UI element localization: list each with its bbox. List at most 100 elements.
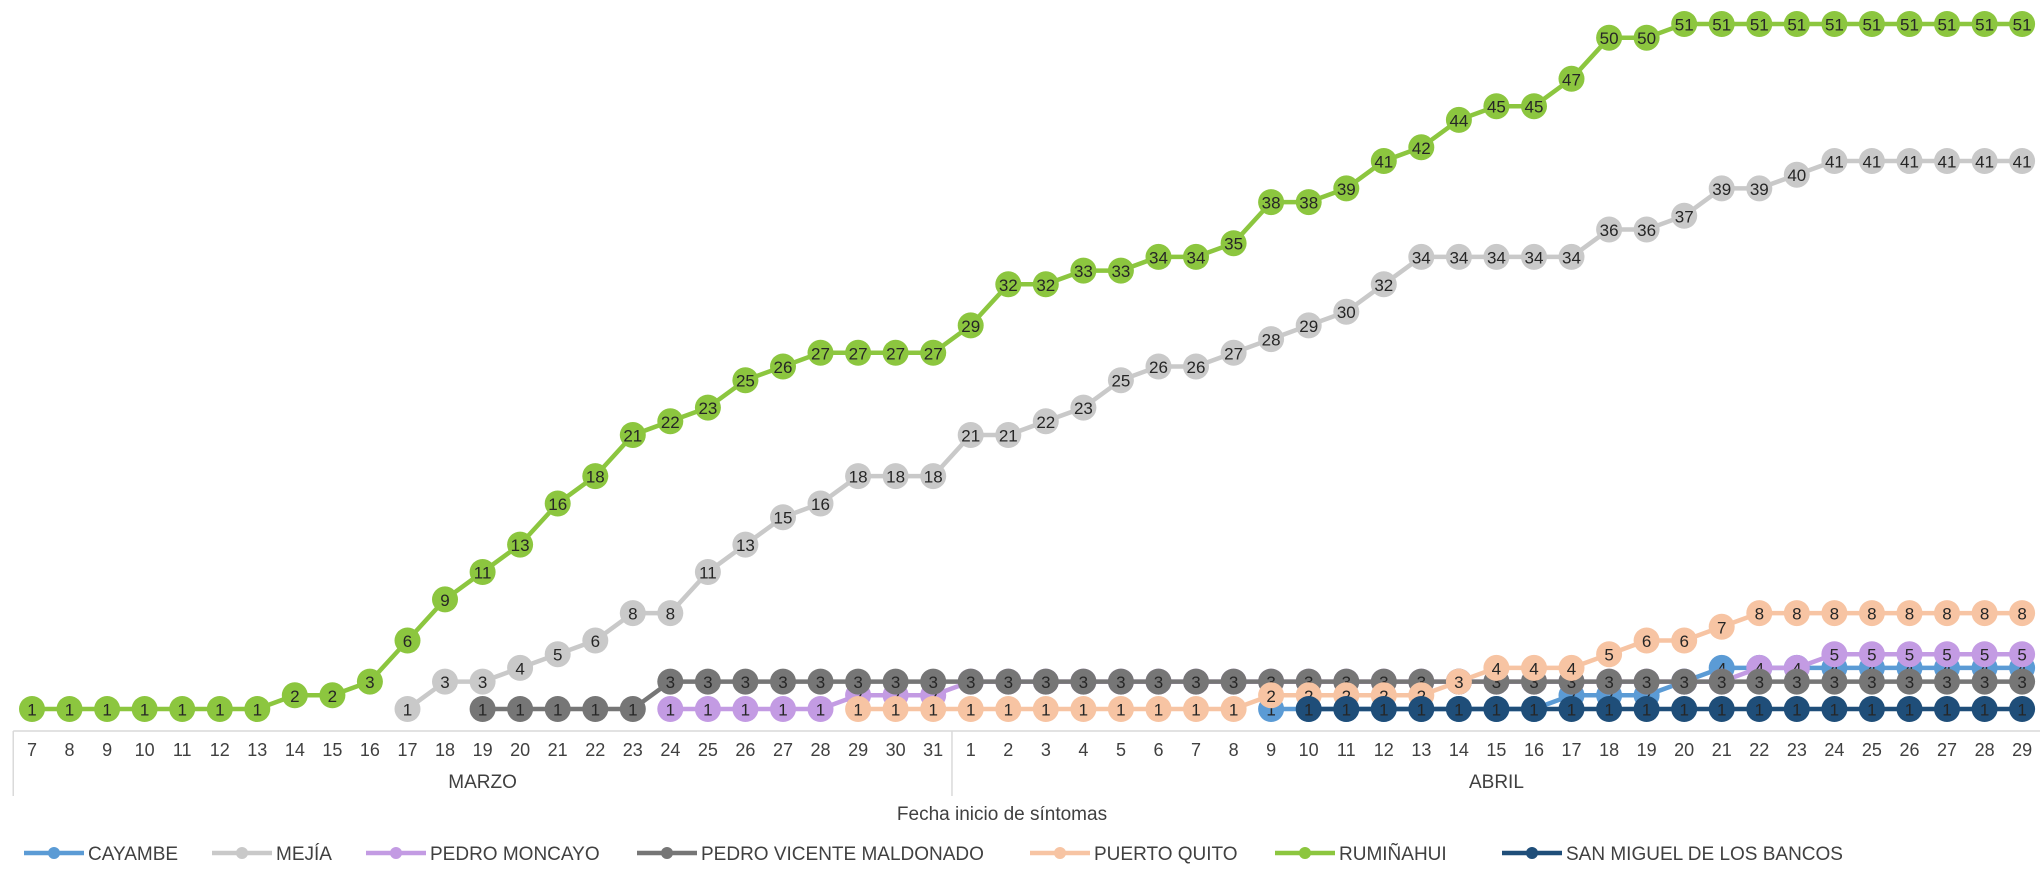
legend: CAYAMBE MEJÍA PEDRO MONCAYO PEDRO VICENTE M… bbox=[24, 843, 1843, 865]
data-label: 27 bbox=[924, 344, 943, 363]
data-point bbox=[1633, 216, 1660, 243]
x-tick-label: 13 bbox=[247, 740, 267, 760]
data-label: 41 bbox=[2013, 153, 2032, 172]
data-label: 3 bbox=[966, 673, 975, 692]
data-label: 1 bbox=[1792, 701, 1801, 720]
data-point bbox=[1521, 243, 1547, 270]
data-point bbox=[394, 627, 421, 654]
data-point bbox=[845, 463, 872, 490]
data-point bbox=[845, 339, 872, 366]
data-label: 1 bbox=[1942, 701, 1951, 720]
data-label: 37 bbox=[1675, 207, 1694, 226]
data-label: 36 bbox=[1600, 221, 1619, 240]
data-point bbox=[1708, 613, 1735, 640]
x-tick-label: 10 bbox=[1299, 740, 1319, 760]
series-layer: 1111111122234444444441334568811131516181… bbox=[19, 11, 2036, 722]
data-label: 2 bbox=[1266, 687, 1275, 706]
data-label: 3 bbox=[778, 673, 787, 692]
data-label: 41 bbox=[1862, 153, 1881, 172]
data-point bbox=[1896, 641, 1923, 668]
data-label: 45 bbox=[1487, 98, 1506, 117]
data-point bbox=[657, 696, 684, 722]
x-tick-label: 25 bbox=[1862, 740, 1882, 760]
data-point bbox=[1521, 93, 1547, 120]
data-label: 41 bbox=[1825, 153, 1844, 172]
x-tick-label: 23 bbox=[1787, 740, 1807, 760]
data-label: 5 bbox=[2017, 646, 2026, 665]
data-point bbox=[1445, 243, 1472, 270]
data-label: 3 bbox=[928, 673, 937, 692]
data-label: 8 bbox=[666, 605, 675, 624]
data-point bbox=[1708, 668, 1735, 695]
data-label: 3 bbox=[1041, 673, 1050, 692]
data-point bbox=[882, 339, 909, 366]
x-tick-label: 29 bbox=[2012, 740, 2032, 760]
data-label: 1 bbox=[553, 701, 562, 720]
data-label: 1 bbox=[1154, 701, 1163, 720]
data-point bbox=[2009, 696, 2036, 722]
data-label: 8 bbox=[1942, 605, 1951, 624]
x-tick-label: 9 bbox=[1266, 740, 1276, 760]
x-axis-title: Fecha inicio de síntomas bbox=[897, 804, 1107, 825]
data-point bbox=[1934, 148, 1960, 174]
data-label: 18 bbox=[849, 468, 868, 487]
data-label: 3 bbox=[1492, 673, 1501, 692]
x-tick-label: 27 bbox=[773, 740, 793, 760]
data-point bbox=[1333, 175, 1360, 202]
data-point bbox=[1934, 641, 1960, 668]
data-point bbox=[1633, 24, 1660, 51]
x-tick-label: 7 bbox=[1191, 740, 1201, 760]
data-label: 51 bbox=[1712, 16, 1731, 35]
data-point bbox=[1408, 243, 1435, 270]
data-label: 1 bbox=[1830, 701, 1839, 720]
data-label: 3 bbox=[1867, 673, 1876, 692]
data-label: 1 bbox=[1529, 701, 1538, 720]
data-label: 3 bbox=[666, 673, 675, 692]
data-point bbox=[1821, 148, 1848, 174]
data-label: 29 bbox=[1299, 317, 1318, 336]
data-label: 9 bbox=[440, 591, 449, 610]
data-point bbox=[1258, 682, 1285, 709]
data-point bbox=[1107, 668, 1134, 695]
data-point bbox=[1746, 175, 1773, 202]
data-point bbox=[1333, 298, 1360, 325]
data-point bbox=[2009, 668, 2036, 695]
data-label: 1 bbox=[1642, 701, 1651, 720]
data-point bbox=[319, 682, 346, 709]
data-label: 1 bbox=[1116, 701, 1125, 720]
series-puerto-quito: 11111111111222223444566788888888 bbox=[845, 600, 2036, 722]
data-point bbox=[1896, 11, 1923, 37]
data-label: 1 bbox=[928, 701, 937, 720]
data-point bbox=[1971, 696, 1998, 722]
data-point bbox=[807, 339, 834, 366]
data-point bbox=[957, 422, 984, 448]
month-label: ABRIL bbox=[1469, 772, 1524, 793]
data-point bbox=[1183, 696, 1209, 722]
data-label: 51 bbox=[1825, 16, 1844, 35]
data-point bbox=[1558, 696, 1585, 722]
data-point bbox=[1971, 641, 1998, 668]
data-label: 1 bbox=[1266, 701, 1275, 720]
data-label: 1 bbox=[778, 701, 787, 720]
data-label: 51 bbox=[1862, 16, 1881, 35]
x-tick-label: 8 bbox=[65, 740, 75, 760]
x-tick-label: 18 bbox=[435, 740, 455, 760]
data-label: 1 bbox=[628, 701, 637, 720]
data-point bbox=[1070, 668, 1097, 695]
data-label: 39 bbox=[1750, 180, 1769, 199]
data-label: 1 bbox=[966, 701, 975, 720]
data-label: 3 bbox=[703, 673, 712, 692]
data-point bbox=[619, 600, 646, 627]
data-label: 38 bbox=[1262, 194, 1281, 213]
data-label: 51 bbox=[1787, 16, 1806, 35]
data-point bbox=[1671, 202, 1698, 229]
x-tick-label: 28 bbox=[1975, 740, 1995, 760]
data-point bbox=[1032, 696, 1059, 722]
data-point bbox=[2009, 148, 2036, 174]
data-label: 5 bbox=[1980, 646, 1989, 665]
x-tick-label: 20 bbox=[510, 740, 530, 760]
data-label: 1 bbox=[891, 701, 900, 720]
